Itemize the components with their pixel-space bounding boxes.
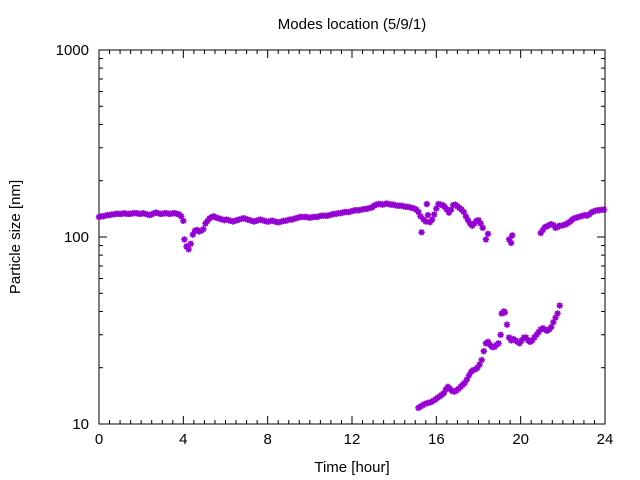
data-point [189,231,197,238]
data-point [509,232,516,239]
data-point [471,220,478,227]
data-point [484,230,492,238]
data-point [433,205,440,212]
data-point [447,206,455,213]
data-point [495,340,502,347]
data-point [475,216,482,224]
data-point [464,216,472,224]
data-point [183,243,190,250]
data-point [479,224,486,231]
x-tick-label: 16 [428,431,445,448]
y-tick-label: 100 [64,229,89,246]
data-point [480,348,487,355]
data-point [440,390,447,397]
data-point [431,211,438,218]
data-points [95,200,608,412]
data-point [463,376,471,383]
data-point [428,216,436,223]
data-point [417,213,424,220]
data-point [200,226,207,233]
x-axis-label: Time [hour] [314,459,389,476]
data-point [539,226,547,234]
data-point [415,208,422,216]
plot-border [98,49,606,425]
data-point [505,236,513,243]
data-point [462,213,470,220]
data-point [548,323,555,331]
data-point [178,213,185,220]
data-point [441,203,448,211]
x-tick-label: 8 [263,431,271,448]
data-point [537,229,544,237]
data-point [202,220,209,227]
data-point [497,331,504,338]
data-point [470,366,477,374]
y-axis: 10 100 1000 [56,42,605,433]
x-tick-label: 4 [179,431,187,448]
data-point [533,331,540,338]
data-point [185,246,192,253]
x-tick-label: 20 [512,431,529,448]
data-point [477,220,484,227]
data-point [522,334,530,341]
data-point [422,218,429,225]
y-tick-label: 1000 [56,42,89,59]
data-point [503,321,511,328]
data-point [550,221,557,229]
data-point [465,372,473,379]
x-tick-label: 0 [95,431,103,448]
data-point [505,334,513,341]
data-point [482,236,490,243]
data-point [426,218,434,226]
plot-frame [98,49,606,425]
data-point [443,206,451,213]
data-point [180,217,187,225]
data-point [418,229,425,236]
x-tick-label: 12 [344,431,361,448]
data-point [478,356,485,364]
data-point [550,319,557,326]
y-axis-label: Particle size [nm] [7,180,24,294]
data-point [442,386,450,393]
data-point [474,364,481,371]
chart-title: Modes location (5/9/1) [278,16,426,33]
x-axis: 0 4 8 12 16 20 24 [95,50,614,448]
data-point [531,334,538,341]
data-point [204,217,211,225]
data-point [552,314,559,321]
data-point [461,379,468,387]
data-point [501,309,509,316]
data-point [445,209,453,216]
data-point [535,328,542,336]
data-point [484,338,492,346]
data-point [600,206,608,213]
data-point [554,310,561,317]
data-point [476,361,483,368]
data-point [516,340,523,347]
data-point [423,200,431,208]
data-point [424,211,432,219]
data-point [460,208,467,216]
data-point [507,239,515,247]
data-point [556,302,563,309]
data-point [187,240,194,247]
data-point [181,236,188,243]
y-tick-label: 10 [72,416,89,433]
data-point [529,337,536,344]
x-tick-label: 24 [597,431,614,448]
data-point [518,337,525,344]
